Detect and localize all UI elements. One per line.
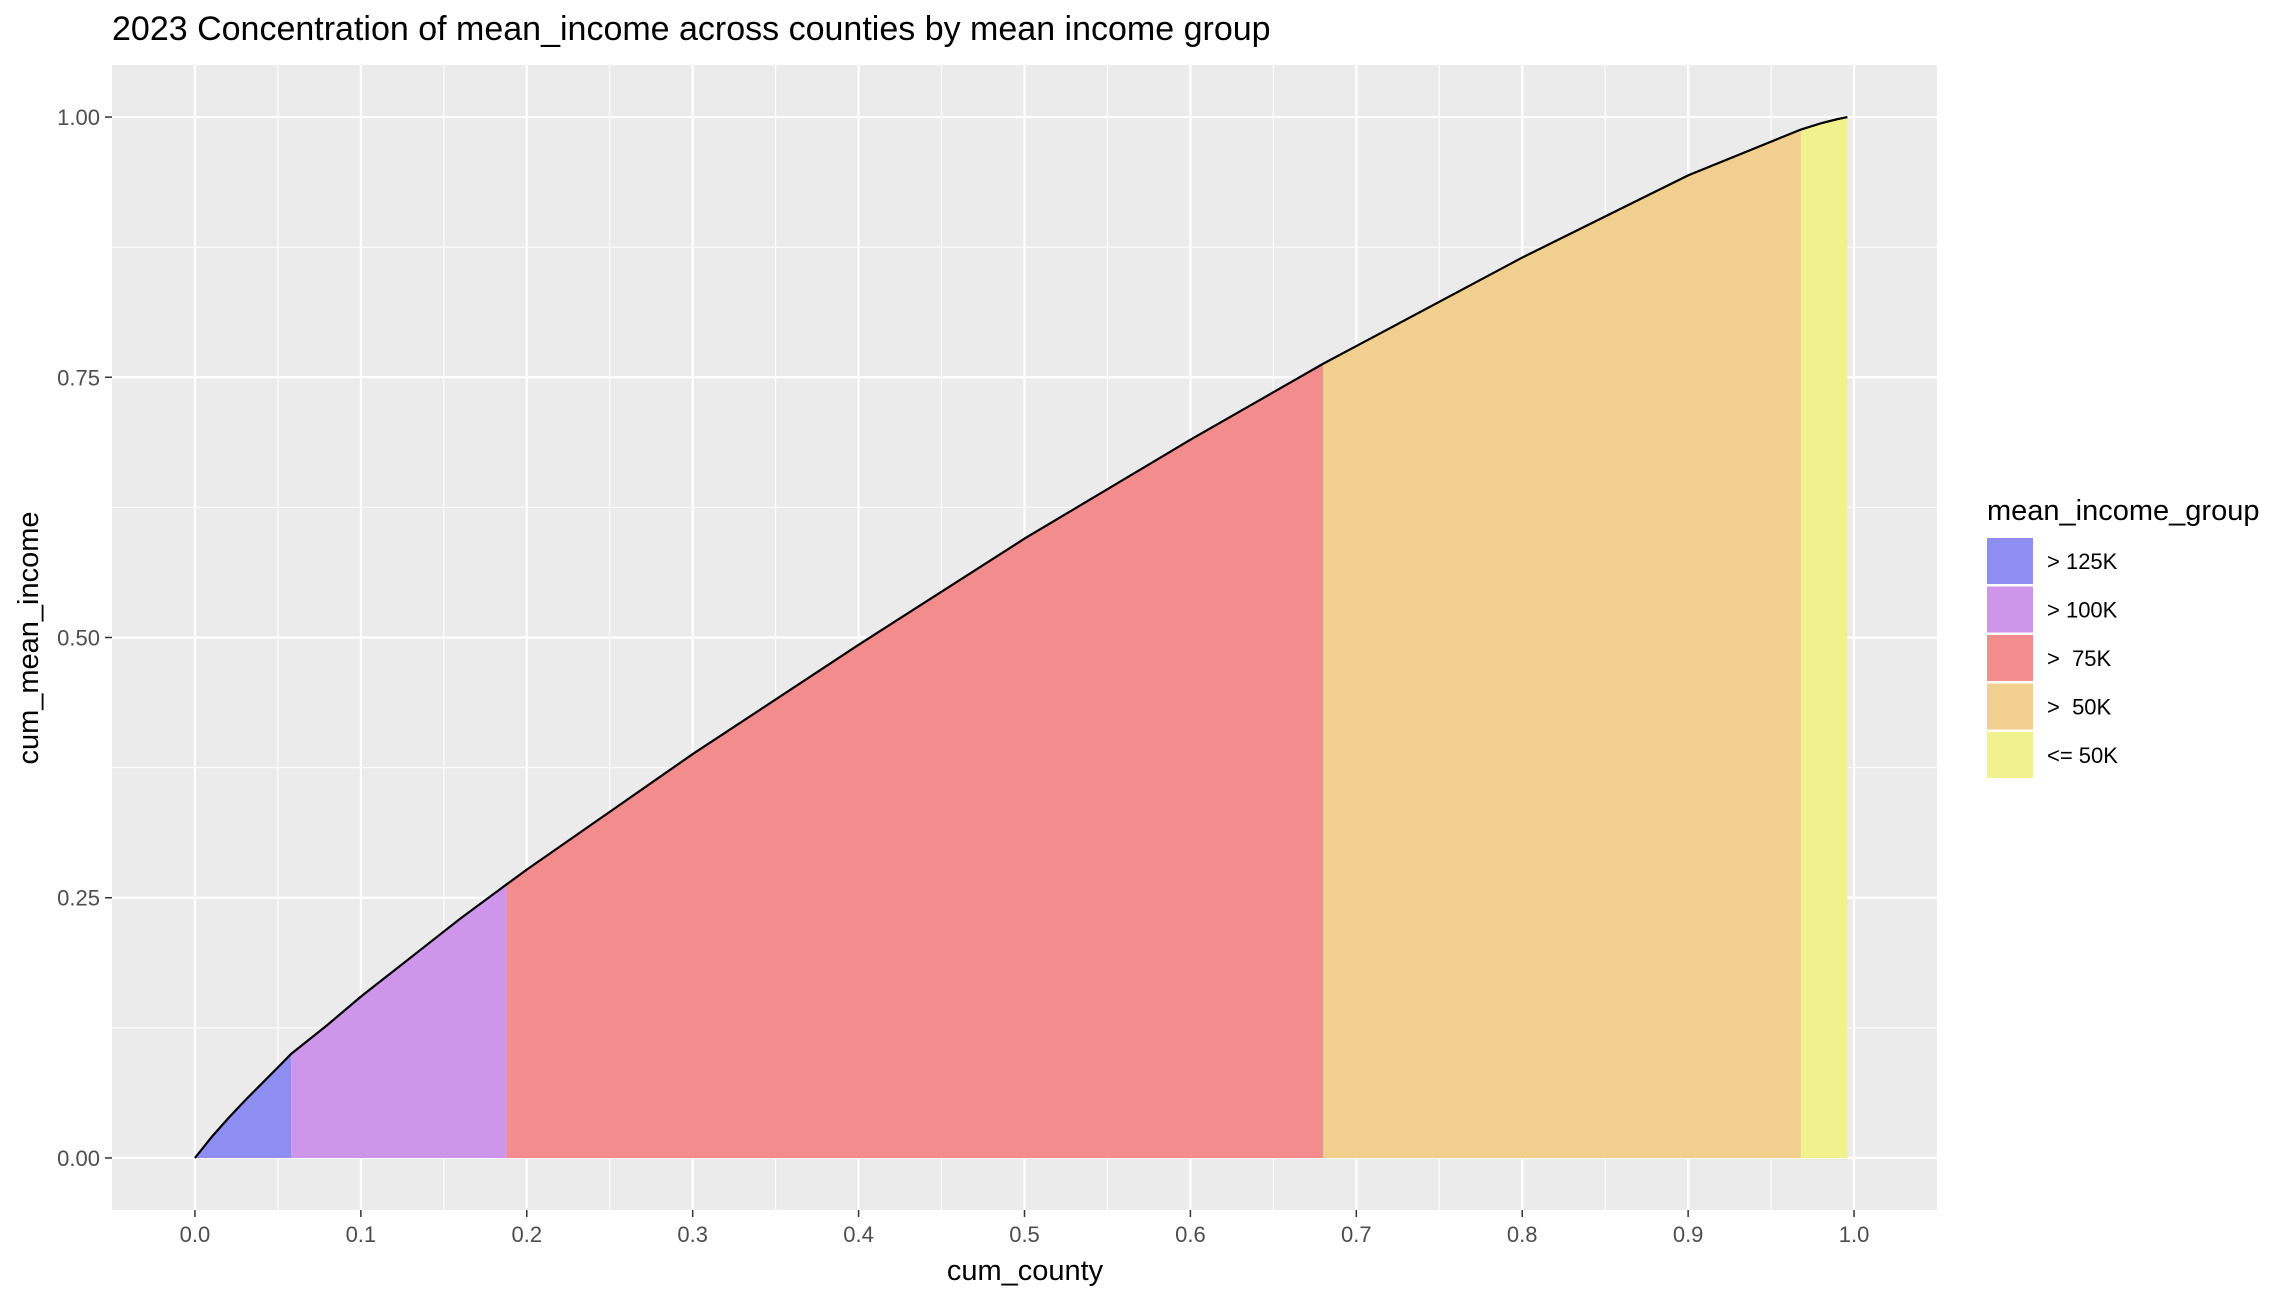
legend-label: > 75K — [2047, 646, 2112, 671]
y-tick-label: 0.25 — [57, 886, 100, 911]
x-axis-title: cum_county — [947, 1255, 1104, 1287]
legend-label: > 50K — [2047, 695, 2112, 720]
legend-key — [1987, 635, 2033, 681]
legend-items: > 125K > 100K > 75K > 50K <= 50K — [1987, 538, 2118, 778]
y-tick-label: 0.75 — [57, 365, 100, 390]
legend-label: > 100K — [2047, 598, 2118, 623]
y-tick-label: 0.00 — [57, 1146, 100, 1171]
y-axis-ticks: 0.00 0.25 0.50 0.75 1.00 — [57, 105, 112, 1171]
chart-title: 2023 Concentration of mean_income across… — [112, 10, 1271, 48]
x-tick-label: 0.1 — [346, 1222, 377, 1247]
area-band — [1323, 129, 1801, 1158]
x-tick-label: 0.0 — [180, 1222, 211, 1247]
y-axis-title: cum_mean_income — [13, 511, 45, 764]
legend-label: <= 50K — [2047, 743, 2118, 768]
area-band — [291, 884, 507, 1158]
y-tick-label: 0.50 — [57, 626, 100, 651]
concentration-curve-line — [194, 115, 1848, 1159]
x-tick-label: 1.0 — [1839, 1222, 1870, 1247]
x-axis-ticks: 0.0 0.1 0.2 0.3 0.4 0.5 0.6 0.7 0.8 0.9 1.0 — [180, 1210, 1870, 1247]
x-tick-label: 0.8 — [1507, 1222, 1538, 1247]
area-band — [194, 1053, 292, 1158]
legend-label: > 125K — [2047, 549, 2118, 574]
x-tick-label: 0.5 — [1009, 1222, 1040, 1247]
legend: mean_income_group > 125K > 100K > 75K > 50K… — [1987, 495, 2259, 778]
area-band — [506, 363, 1324, 1158]
legend-key — [1987, 538, 2033, 584]
x-tick-label: 0.3 — [677, 1222, 708, 1247]
x-tick-label: 0.7 — [1341, 1222, 1372, 1247]
y-tick-label: 1.00 — [57, 105, 100, 130]
area-bands — [194, 117, 1848, 1158]
legend-key — [1987, 683, 2033, 730]
legend-key — [1987, 586, 2033, 633]
legend-key — [1987, 732, 2033, 778]
x-tick-label: 0.6 — [1175, 1222, 1206, 1247]
x-tick-label: 0.9 — [1673, 1222, 1704, 1247]
x-tick-label: 0.2 — [511, 1222, 542, 1247]
area-band — [1800, 117, 1848, 1158]
legend-title: mean_income_group — [1987, 495, 2259, 527]
x-tick-label: 0.4 — [843, 1222, 874, 1247]
